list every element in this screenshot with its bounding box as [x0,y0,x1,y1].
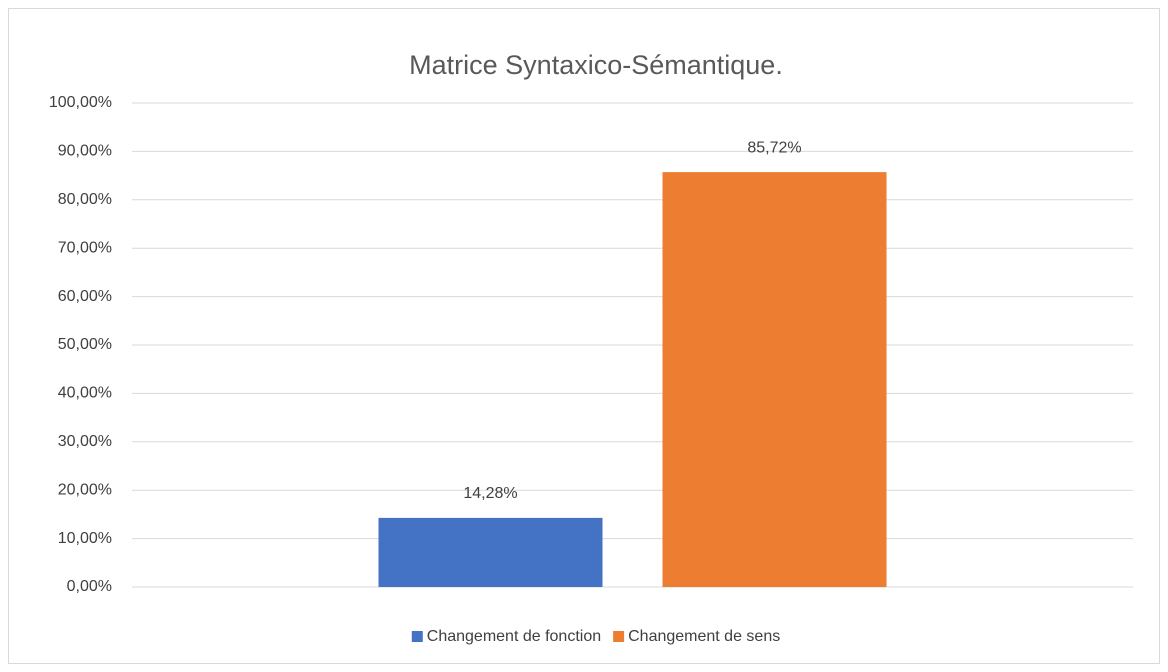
y-tick-label: 0,00% [67,578,112,595]
y-tick-label: 50,00% [58,336,112,353]
bar [662,172,887,587]
legend-swatch [613,631,625,642]
value-label: 14,28% [463,485,517,502]
legend-label: Changement de fonction [427,628,601,645]
y-tick-label: 80,00% [58,191,112,208]
y-tick-label: 20,00% [58,481,112,498]
legend-swatch [411,631,423,642]
chart-title: Matrice Syntaxico-Sémantique. [409,50,783,80]
y-tick-label: 70,00% [58,239,112,256]
legend-label: Changement de sens [628,628,780,645]
y-tick-label: 60,00% [58,288,112,305]
y-tick-label: 10,00% [58,530,112,547]
y-tick-label: 30,00% [58,433,112,450]
y-tick-label: 100,00% [49,94,112,111]
bar [378,517,603,587]
y-tick-label: 40,00% [58,385,112,402]
y-tick-label: 90,00% [58,143,112,160]
value-label: 85,72% [747,139,801,156]
